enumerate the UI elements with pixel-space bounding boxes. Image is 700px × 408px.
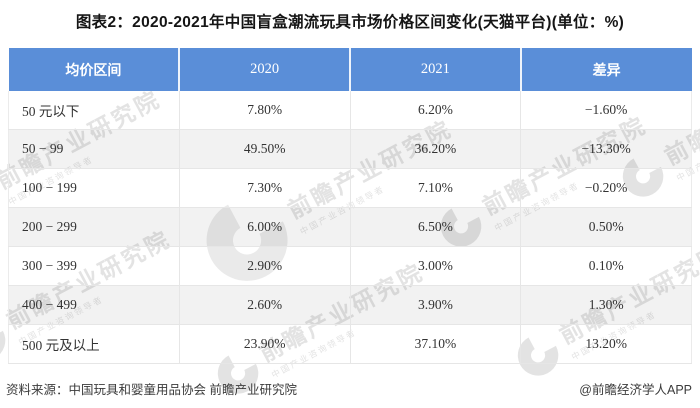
cell-diff: −13.30% <box>520 129 692 169</box>
table-header: 均价区间 2020 2021 差异 <box>8 48 692 91</box>
cell-2020: 6.00% <box>178 207 350 247</box>
figure-title: 图表2：2020-2021年中国盲盒潮流玩具市场价格区间变化(天猫平台)(单位：… <box>75 14 625 31</box>
header-row: 均价区间 2020 2021 差异 <box>8 48 692 91</box>
cell-diff: 0.50% <box>520 207 692 247</box>
cell-2021: 36.20% <box>349 129 521 169</box>
table-row: 500 元及以上 23.90% 37.10% 13.20% <box>8 324 692 364</box>
cell-price-range: 400 − 499 <box>8 285 180 325</box>
credit-note: @前瞻经济学人APP <box>579 383 692 397</box>
cell-2021: 7.10% <box>349 168 521 208</box>
cell-2021: 6.50% <box>349 207 521 247</box>
cell-diff: −0.20% <box>520 168 692 208</box>
qianzhan-logo-icon <box>0 171 5 231</box>
cell-2020: 49.50% <box>178 129 350 169</box>
table-row: 400 − 499 2.60% 3.90% 1.30% <box>8 285 692 325</box>
cell-price-range: 50 元以下 <box>8 91 180 130</box>
source-note: 资料来源：中国玩具和婴童用品协会 前瞻产业研究院 <box>6 383 297 397</box>
cell-2020: 23.90% <box>178 324 350 364</box>
cell-2020: 7.30% <box>178 168 350 208</box>
cell-price-range: 500 元及以上 <box>8 324 180 364</box>
cell-diff: 1.30% <box>520 285 692 325</box>
cell-2020: 2.90% <box>178 246 350 286</box>
col-header-2020: 2020 <box>178 48 350 91</box>
cell-2021: 3.90% <box>349 285 521 325</box>
cell-2020: 2.60% <box>178 285 350 325</box>
table-body: 50 元以下 7.80% 6.20% −1.60% 50 − 99 49.50%… <box>8 91 692 364</box>
cell-price-range: 300 − 399 <box>8 246 180 286</box>
col-header-2021: 2021 <box>349 48 521 91</box>
cell-2021: 37.10% <box>349 324 521 364</box>
col-header-diff: 差异 <box>519 48 692 91</box>
price-range-table: 均价区间 2020 2021 差异 50 元以下 7.80% 6.20% −1.… <box>8 48 692 364</box>
cell-diff: 0.10% <box>520 246 692 286</box>
cell-price-range: 200 − 299 <box>8 207 180 247</box>
cell-diff: 13.20% <box>520 324 692 364</box>
cell-2020: 7.80% <box>178 91 350 130</box>
table-row: 50 元以下 7.80% 6.20% −1.60% <box>8 91 692 130</box>
figure-footer: 资料来源：中国玩具和婴童用品协会 前瞻产业研究院 @前瞻经济学人APP <box>6 379 692 398</box>
cell-2021: 3.00% <box>349 246 521 286</box>
cell-2021: 6.20% <box>349 91 521 130</box>
cell-price-range: 100 − 199 <box>8 168 180 208</box>
table-row: 300 − 399 2.90% 3.00% 0.10% <box>8 246 692 286</box>
cell-diff: −1.60% <box>520 91 692 130</box>
table-row: 100 − 199 7.30% 7.10% −0.20% <box>8 168 692 208</box>
cell-price-range: 50 − 99 <box>8 129 180 169</box>
table-row: 50 − 99 49.50% 36.20% −13.30% <box>8 129 692 169</box>
col-header-price-range: 均价区间 <box>8 48 180 91</box>
table-row: 200 − 299 6.00% 6.50% 0.50% <box>8 207 692 247</box>
